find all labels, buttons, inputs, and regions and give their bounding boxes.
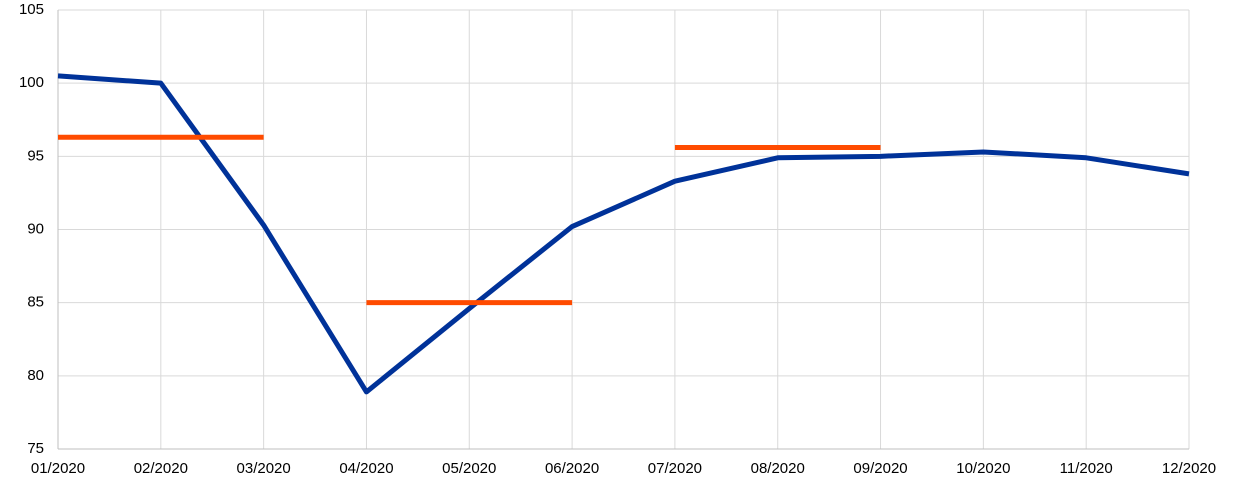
- x-tick-label: 06/2020: [545, 460, 599, 477]
- x-tick-label: 11/2020: [1060, 460, 1113, 477]
- x-tick-label: 05/2020: [442, 460, 496, 477]
- x-tick-label: 04/2020: [339, 460, 393, 477]
- x-tick-label: 10/2020: [956, 460, 1010, 477]
- x-tick-label: 01/2020: [31, 460, 85, 477]
- y-tick-label: 90: [27, 220, 44, 237]
- x-tick-label: 12/2020: [1162, 460, 1216, 477]
- x-tick-label: 07/2020: [648, 460, 702, 477]
- y-tick-label: 75: [27, 440, 44, 457]
- x-tick-label: 09/2020: [853, 460, 907, 477]
- y-tick-label: 100: [19, 74, 44, 91]
- y-tick-label: 80: [27, 367, 44, 384]
- x-tick-label: 03/2020: [237, 460, 291, 477]
- x-tick-label: 02/2020: [134, 460, 188, 477]
- series-line: [57, 73, 1190, 395]
- y-tick-label: 85: [27, 294, 44, 311]
- x-tick-label: 08/2020: [751, 460, 805, 477]
- y-tick-label: 105: [19, 1, 44, 18]
- y-tick-label: 95: [27, 147, 44, 164]
